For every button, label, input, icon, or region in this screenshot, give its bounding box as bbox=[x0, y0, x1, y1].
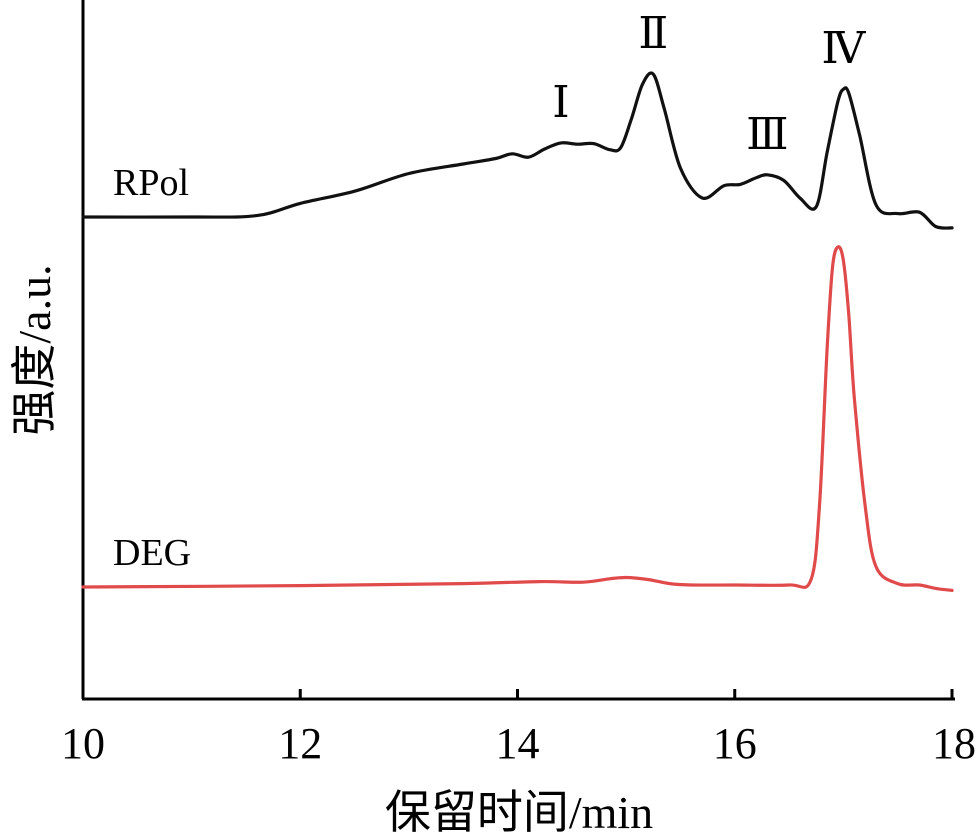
x-tick-label: 10 bbox=[61, 719, 105, 768]
peak-label: Ⅲ bbox=[746, 110, 788, 159]
x-ticks: 10 12 14 16 18 bbox=[61, 689, 976, 768]
series-curves bbox=[81, 71, 954, 592]
series-label-rpol: RPol bbox=[113, 162, 189, 204]
series-line-deg bbox=[81, 245, 954, 592]
series-line-rpol bbox=[81, 71, 954, 230]
peak-label: Ⅱ bbox=[638, 9, 668, 58]
x-tick-label: 16 bbox=[713, 719, 757, 768]
x-axis-title: 保留时间/min bbox=[385, 787, 653, 836]
x-tick-label: 18 bbox=[932, 719, 976, 768]
axes bbox=[81, 0, 955, 701]
y-axis-title: 强度/a.u. bbox=[9, 264, 60, 435]
x-tick-label: 12 bbox=[278, 719, 322, 768]
series-label-deg: DEG bbox=[113, 532, 191, 574]
series-labels: RPol DEG bbox=[113, 162, 191, 574]
x-tick-label: 14 bbox=[496, 719, 540, 768]
peak-label: Ⅰ bbox=[552, 78, 569, 127]
peak-label: Ⅳ bbox=[821, 24, 866, 73]
